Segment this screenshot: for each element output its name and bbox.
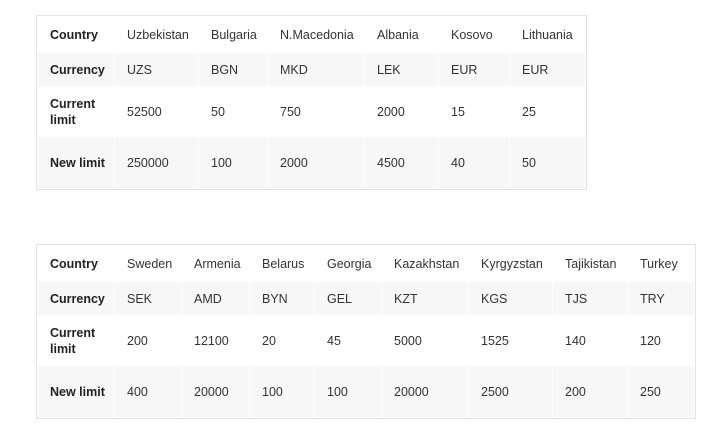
table-cell: Sweden [114,245,182,282]
table-cell: GEL [314,281,382,316]
table-cell: TRY [627,281,695,316]
table-cell: 100 [198,136,268,189]
table-cell: 4500 [364,136,439,189]
table-cell: Uzbekistan [114,16,199,53]
row-label: New limit [37,136,115,189]
table-cell: 20 [249,315,315,366]
row-label: Country [37,245,115,282]
table-cell: 20000 [381,365,469,418]
table-cell: Lithuania [509,16,586,53]
table-cell: 200 [114,315,182,366]
table-cell: Georgia [314,245,382,282]
row-label: Country [37,16,115,53]
table-cell: 25 [509,86,586,137]
table-cell: 15 [438,86,510,137]
table-cell: 52500 [114,86,199,137]
table-row: Currency UZS BGN MKD LEK EUR EUR [37,52,586,87]
table-cell: Armenia [181,245,250,282]
table-cell: 100 [249,365,315,418]
row-label: Currency [37,52,115,87]
table-cell: 140 [552,315,628,366]
table-cell: 200 [552,365,628,418]
table-cell: SEK [114,281,182,316]
table-cell: 12100 [181,315,250,366]
table-cell: 5000 [381,315,469,366]
row-label: New limit [37,365,115,418]
table-cell: EUR [438,52,510,87]
table-cell: 100 [314,365,382,418]
table-cell: BYN [249,281,315,316]
table: Country Uzbekistan Bulgaria N.Macedonia Alba… [37,16,586,189]
table-cell: 120 [627,315,695,366]
table-cell: N.Macedonia [267,16,365,53]
table-cell: Kyrgyzstan [468,245,553,282]
table-cell: LEK [364,52,439,87]
table-cell: Tajikistan [552,245,628,282]
table-row: Current limit 52500 50 750 2000 15 25 [37,86,586,137]
table-cell: 2000 [267,136,365,189]
table-cell: Bulgaria [198,16,268,53]
table-cell: 40 [438,136,510,189]
table-cell: TJS [552,281,628,316]
table-cell: 2000 [364,86,439,137]
table-cell: KGS [468,281,553,316]
table-cell: 1525 [468,315,553,366]
table-cell: 250000 [114,136,199,189]
table-cell: 400 [114,365,182,418]
table-cell: 20000 [181,365,250,418]
table-row: New limit 400 20000 100 100 20000 2500 200 250 [37,365,695,418]
table-cell: UZS [114,52,199,87]
table-cell: Kazakhstan [381,245,469,282]
table-cell: BGN [198,52,268,87]
limits-table-2: Country Sweden Armenia Belarus Georgia Kazakh… [36,244,696,419]
table-cell: Turkey [627,245,695,282]
table-cell: 50 [198,86,268,137]
table-cell: Albania [364,16,439,53]
table-cell: AMD [181,281,250,316]
table-cell: 50 [509,136,586,189]
row-label: Current limit [37,315,115,366]
table-cell: 45 [314,315,382,366]
table-cell: 2500 [468,365,553,418]
table-cell: 750 [267,86,365,137]
table-row: Currency SEK AMD BYN GEL KZT KGS TJS TRY [37,281,695,316]
table-cell: Kosovo [438,16,510,53]
table-row: New limit 250000 100 2000 4500 40 50 [37,136,586,189]
table-cell: KZT [381,281,469,316]
row-label: Current limit [37,86,115,137]
table-row: Current limit 200 12100 20 45 5000 1525 140 120 [37,315,695,366]
table-cell: MKD [267,52,365,87]
table: Country Sweden Armenia Belarus Georgia Kazakh… [37,245,695,418]
table-cell: Belarus [249,245,315,282]
table-cell: 250 [627,365,695,418]
limits-table-1: Country Uzbekistan Bulgaria N.Macedonia Alba… [36,15,587,190]
row-label: Currency [37,281,115,316]
table-row: Country Uzbekistan Bulgaria N.Macedonia Alba… [37,16,586,53]
table-row: Country Sweden Armenia Belarus Georgia Kazakh… [37,245,695,282]
table-cell: EUR [509,52,586,87]
